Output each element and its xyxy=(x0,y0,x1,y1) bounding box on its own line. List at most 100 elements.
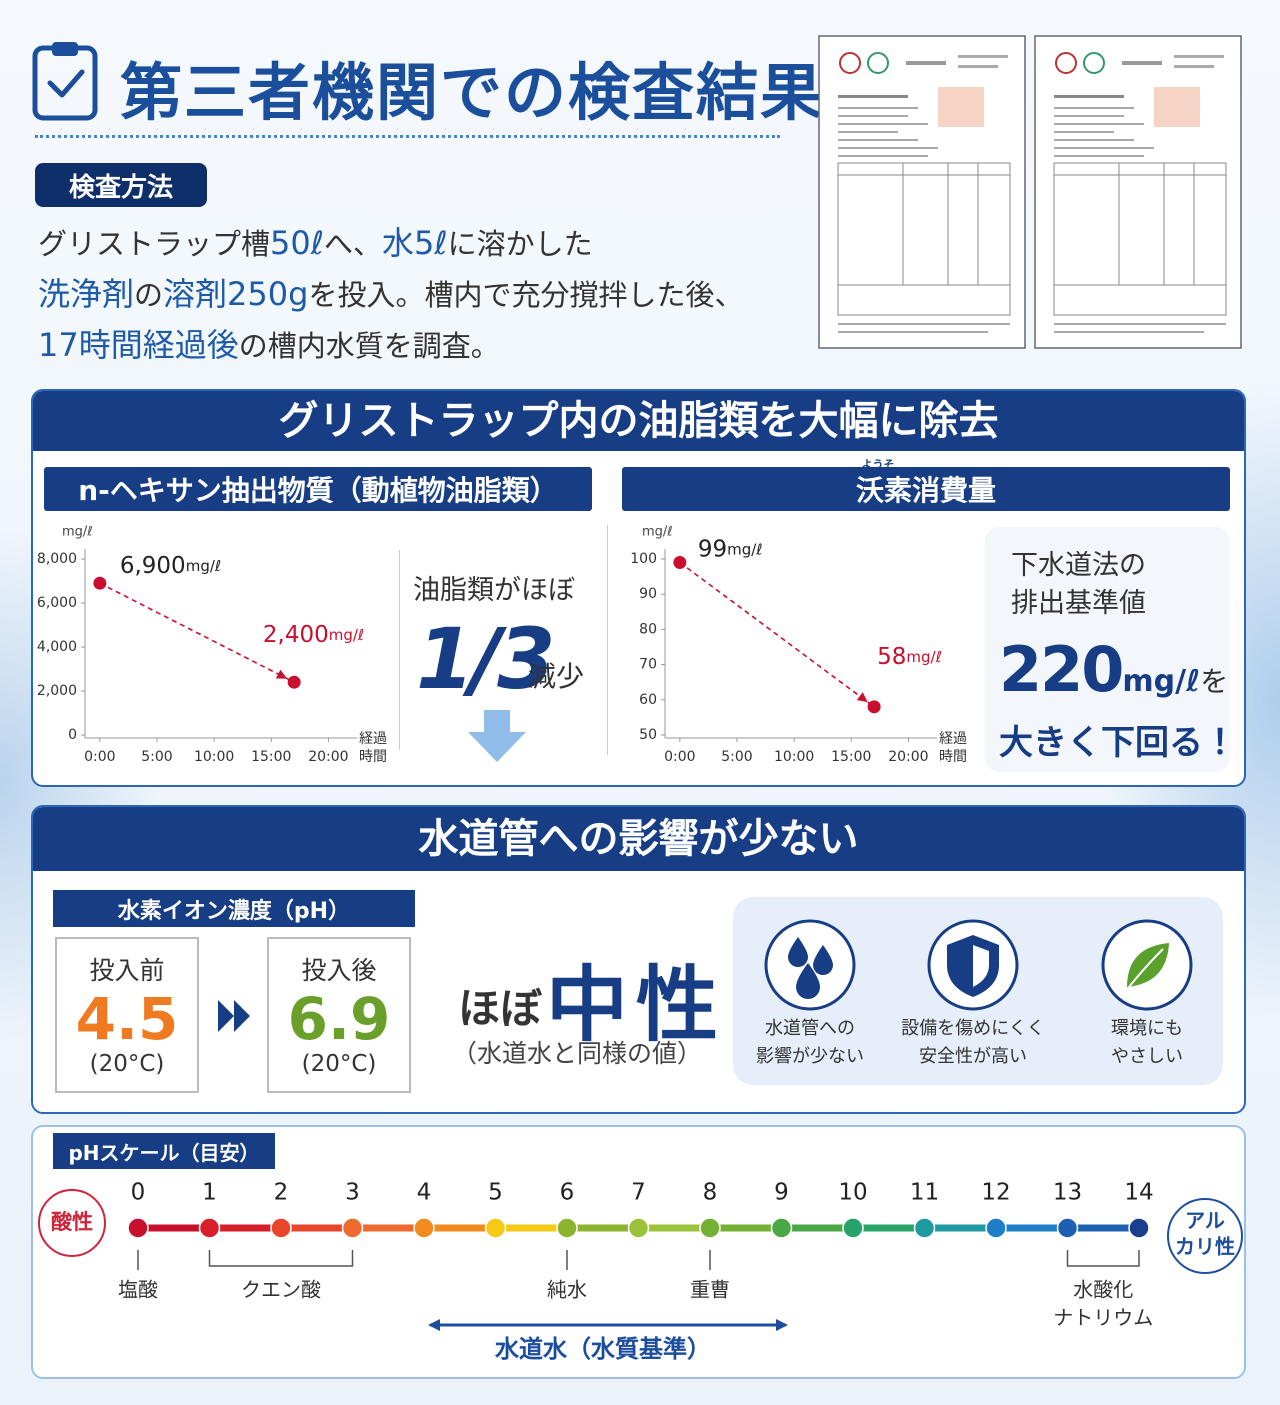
callout-line: 排出基準値 xyxy=(1011,588,1146,619)
ph-after-label: 投入後 xyxy=(301,956,377,985)
scale-dot xyxy=(413,1217,435,1239)
benefit-line: やさしい xyxy=(1111,1046,1183,1067)
y-tick-label: 8,000 xyxy=(37,551,77,567)
scale-dot xyxy=(1128,1217,1150,1239)
scale-dot xyxy=(842,1217,864,1239)
scale-number: 1 xyxy=(202,1180,217,1206)
method-segment: 洗浄剤 xyxy=(38,275,135,313)
scale-dot xyxy=(627,1217,650,1239)
benefit-icons xyxy=(764,919,1193,1011)
scale-dot xyxy=(341,1217,364,1239)
note-tail: 減少 xyxy=(528,660,585,693)
value-label: 2,400mg/ℓ xyxy=(263,622,364,648)
value-label-unit: mg/ℓ xyxy=(727,540,762,558)
ph-label: 水素イオン濃度（pH） xyxy=(53,890,415,927)
value-label-number: 2,400 xyxy=(263,622,329,648)
value-label-unit: mg/ℓ xyxy=(906,647,941,665)
y-tick-label: 90 xyxy=(639,586,657,602)
x-tick-label: 0:00 xyxy=(84,749,115,765)
value-label-unit: mg/ℓ xyxy=(186,557,221,575)
scale-dot xyxy=(484,1217,507,1239)
marker-label: ナトリウム xyxy=(1053,1306,1153,1330)
scale-number: 4 xyxy=(417,1180,432,1206)
callout-value: 220 xyxy=(999,633,1124,706)
section-title: グリストラップ内の油脂類を大幅に除去 xyxy=(33,391,1244,451)
section-title: 水道管への影響が少ない xyxy=(33,807,1244,871)
scale-dot xyxy=(1056,1217,1079,1239)
data-point xyxy=(673,556,687,570)
arrow-icon xyxy=(218,1000,250,1032)
scale-number: 2 xyxy=(274,1180,289,1206)
y-tick-label: 6,000 xyxy=(37,595,77,611)
scale-number: 10 xyxy=(838,1180,867,1206)
benefit-caption: 設備を傷めにくく 安全性が高い xyxy=(888,1015,1058,1071)
x-tick-label: 15:00 xyxy=(831,749,871,765)
y-unit: mg/ℓ xyxy=(642,525,673,540)
tap-water-label: 水道水（水質基準） xyxy=(494,1335,711,1363)
value-label: 99mg/ℓ xyxy=(698,536,763,562)
ph-after-value: 6.9 xyxy=(287,985,391,1053)
value-label-number: 58 xyxy=(877,643,906,669)
scale-number: 3 xyxy=(345,1180,360,1206)
x-tick-label: 5:00 xyxy=(721,749,752,765)
scale-number: 13 xyxy=(1053,1180,1082,1206)
x-tick-label: 15:00 xyxy=(251,749,291,765)
method-segment: の槽内水質を調査。 xyxy=(238,329,500,363)
method-segment: 溶剤250g xyxy=(163,275,309,313)
trend-line xyxy=(679,561,875,708)
benefit-caption: 水道管への 影響が少ない xyxy=(725,1015,895,1071)
benefit-line: 影響が少ない xyxy=(756,1046,864,1067)
scale-dot xyxy=(556,1217,578,1239)
method-badge: 検査方法 xyxy=(35,163,207,207)
x-tick-label: 10:00 xyxy=(194,749,234,765)
method-segment: 50ℓ xyxy=(270,224,324,262)
note-lead: 油脂類がほぼ xyxy=(413,575,575,606)
chart-title: 沃素消費量 xyxy=(622,467,1230,511)
y-unit: mg/ℓ xyxy=(62,525,93,540)
y-tick-label: 50 xyxy=(639,727,657,743)
scale-dot xyxy=(270,1217,292,1239)
ph-before: 投入前 4.5 (20°C) xyxy=(55,937,199,1093)
page-title: 第三者機関での検査結果 xyxy=(120,56,825,129)
callout-line: 下水道法の xyxy=(1011,550,1146,581)
scale-number: 7 xyxy=(631,1180,646,1206)
x-axis-label: 経過 xyxy=(939,731,967,747)
y-tick-label: 60 xyxy=(639,692,657,708)
verdict-lead: ほぼ xyxy=(458,984,543,1033)
marker-label: 重曹 xyxy=(690,1278,730,1302)
method-text: グリストラップ槽50ℓへ、水5ℓに溶かした 洗浄剤の溶剤250gを投入。槽内で充分… xyxy=(38,218,743,371)
method-segment: 17時間経過後 xyxy=(38,326,239,364)
method-line: グリストラップ槽50ℓへ、水5ℓに溶かした xyxy=(38,218,743,269)
scale-number: 6 xyxy=(560,1180,575,1206)
acid-badge xyxy=(38,1189,106,1257)
callout-conclusion: 大きく下回る！ xyxy=(999,723,1237,763)
note-big: 1/3 xyxy=(416,610,556,708)
x-tick-label: 5:00 xyxy=(141,749,172,765)
method-segment: へ、 xyxy=(323,227,382,261)
alkali-badge xyxy=(1167,1198,1243,1274)
marker-label: 純水 xyxy=(547,1278,587,1302)
scale-dot xyxy=(127,1217,149,1239)
method-segment: グリストラップ槽 xyxy=(38,227,271,261)
scale-number: 14 xyxy=(1124,1180,1153,1206)
ph-before-label: 投入前 xyxy=(89,956,165,985)
scale-number: 11 xyxy=(910,1180,939,1206)
divider xyxy=(35,135,780,138)
method-segment: の xyxy=(134,278,164,312)
down-arrow xyxy=(468,710,526,762)
acid-label: 酸性 xyxy=(51,1210,93,1234)
x-tick-label: 20:00 xyxy=(308,749,348,765)
scale-dot xyxy=(985,1217,1007,1239)
scale-number: 5 xyxy=(488,1180,503,1206)
ph-before-note: (20°C) xyxy=(89,1051,165,1077)
y-tick-label: 2,000 xyxy=(37,683,77,699)
x-tick-label: 0:00 xyxy=(664,749,695,765)
data-point xyxy=(93,576,107,590)
trend-line xyxy=(99,582,295,683)
x-axis-label: 経過 xyxy=(359,731,387,747)
ph-after-note: (20°C) xyxy=(301,1051,377,1077)
scale-dot xyxy=(770,1217,793,1239)
scale-marker xyxy=(1066,1250,1140,1267)
